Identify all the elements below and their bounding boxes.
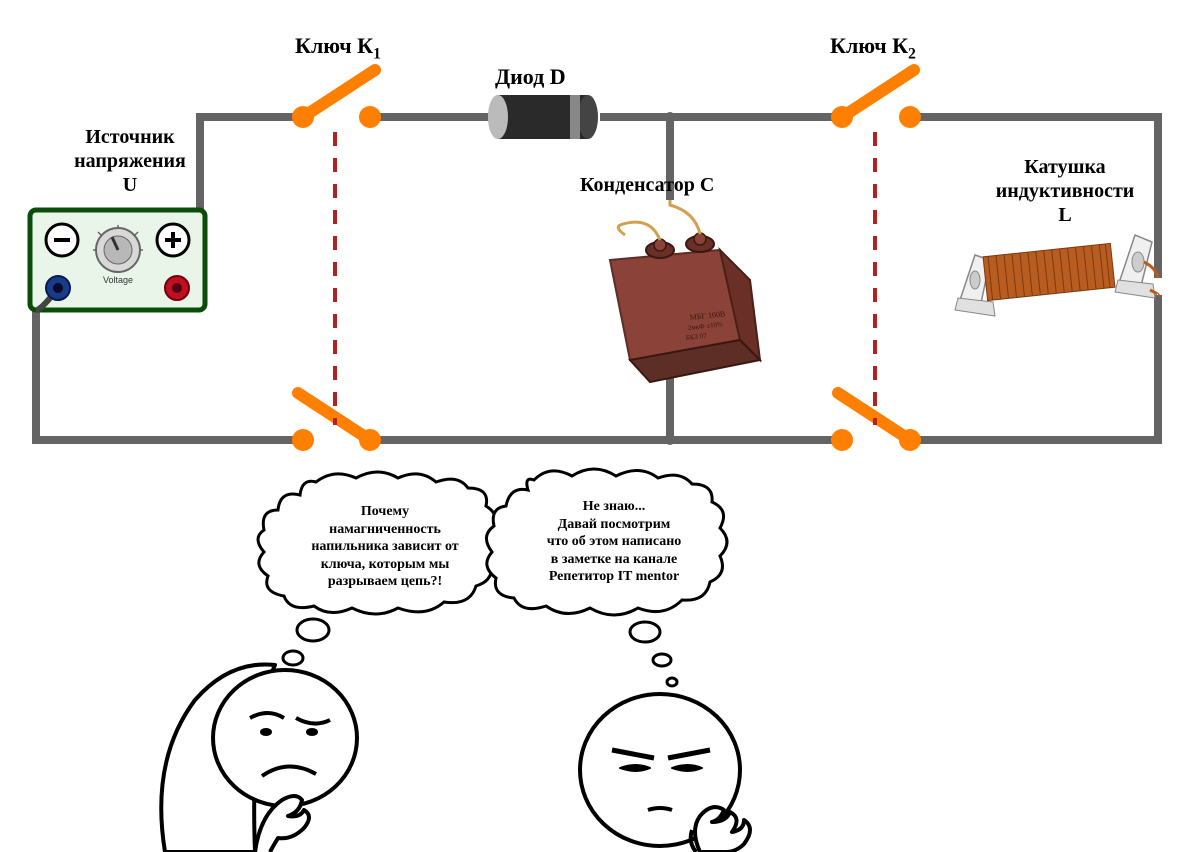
voltage-text: Voltage	[103, 275, 133, 285]
label-diode: Диод D	[495, 64, 566, 90]
character-left	[161, 664, 357, 852]
label-switch-k1: Ключ К1	[295, 33, 381, 64]
label-capacitor: Конденсатор С	[580, 173, 714, 197]
label-inductor: КатушкаиндуктивностиL	[970, 155, 1160, 227]
label-source: ИсточникнапряженияU	[60, 125, 200, 197]
thought-text-right: Не знаю...Давай посмотримчто об этом нап…	[504, 498, 724, 586]
thought-text-left: Почемунамагниченностьнапильника зависит …	[280, 503, 490, 591]
diode-component	[488, 95, 598, 139]
switch-k1-top	[292, 70, 381, 128]
label-switch-k2: Ключ К2	[830, 33, 916, 64]
switch-k2-top	[831, 70, 921, 128]
inductor-component	[955, 235, 1158, 316]
capacitor-component: МБГ 160В 2мкФ ±10% БКЗ 07	[610, 200, 760, 382]
voltage-source: Voltage	[30, 210, 205, 310]
character-right	[580, 694, 750, 852]
